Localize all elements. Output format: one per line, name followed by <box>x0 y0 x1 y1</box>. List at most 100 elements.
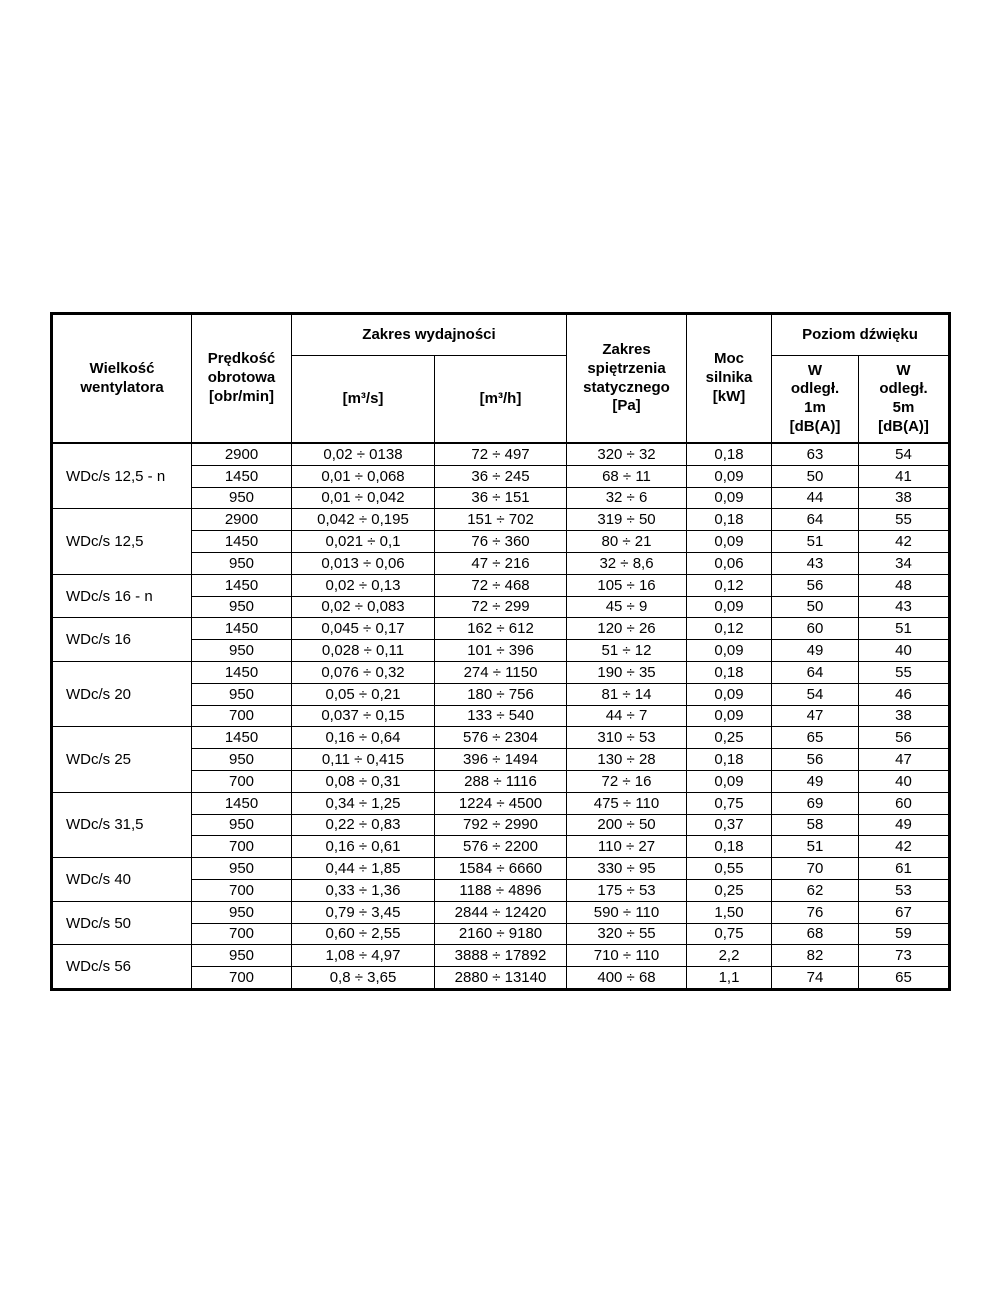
fan-spec-table: Wielkość wentylatora Prędkość obrotowa [… <box>50 312 952 991</box>
speed-cell: 950 <box>191 595 292 619</box>
sound-5m-cell: 48 <box>857 573 951 597</box>
speed-cell: 700 <box>191 878 292 902</box>
fan-size-cell: WDc/s 20 <box>51 660 192 728</box>
capacity-m3s-cell: 0,79 ÷ 3,45 <box>291 900 435 924</box>
table-row: 1450 0,01 ÷ 0,068 36 ÷ 245 68 ÷ 11 0,09 50 41 <box>52 464 951 488</box>
capacity-m3s-cell: 0,013 ÷ 0,06 <box>291 551 435 575</box>
capacity-m3h-cell: 36 ÷ 151 <box>434 486 567 510</box>
table-row: WDc/s 12,5 - n 2900 0,02 ÷ 0138 72 ÷ 497 320… <box>51 442 951 510</box>
table-row: WDc/s 20 1450 0,076 ÷ 0,32 274 ÷ 1150 190 ÷ … <box>51 660 951 728</box>
fan-size-cell: WDc/s 56 <box>51 944 192 990</box>
pressure-cell: 475 ÷ 110 <box>566 791 687 815</box>
sound-5m-cell: 38 <box>857 486 951 510</box>
header-sound-group: Poziom dźwięku <box>770 313 951 356</box>
fan-size-cell: WDc/s 16 - n <box>51 573 192 619</box>
pressure-cell: 105 ÷ 16 <box>566 573 687 597</box>
capacity-m3h-cell: 1188 ÷ 4896 <box>434 878 567 902</box>
pressure-cell: 175 ÷ 53 <box>566 878 687 902</box>
pressure-cell: 190 ÷ 35 <box>566 660 687 684</box>
power-cell: 0,18 <box>686 660 772 684</box>
sound-1m-cell: 58 <box>771 813 859 837</box>
speed-cell: 1450 <box>191 530 292 553</box>
capacity-m3s-cell: 0,01 ÷ 0,068 <box>291 464 435 488</box>
fan-size-cell: WDc/s 40 <box>51 857 192 902</box>
header-fan-size: Wielkość wentylatora <box>51 313 192 444</box>
table-row: 700 0,33 ÷ 1,36 1188 ÷ 4896 175 ÷ 53 0,25 62 5… <box>52 878 951 902</box>
capacity-m3h-cell: 101 ÷ 396 <box>434 639 567 662</box>
capacity-m3s-cell: 0,08 ÷ 0,31 <box>291 769 435 793</box>
pressure-cell: 81 ÷ 14 <box>566 682 687 706</box>
table-row: WDc/s 12,5 2900 0,042 ÷ 0,195 151 ÷ 702 319 … <box>51 508 951 575</box>
header-motor-power: Moc silnika [kW] <box>686 313 772 444</box>
speed-cell: 1450 <box>191 617 292 641</box>
pressure-cell: 32 ÷ 6 <box>566 486 687 510</box>
sound-1m-cell: 63 <box>771 442 859 466</box>
capacity-m3s-cell: 0,045 ÷ 0,17 <box>291 617 435 641</box>
pressure-cell: 110 ÷ 27 <box>566 835 687 859</box>
sound-1m-cell: 50 <box>771 464 859 488</box>
sound-1m-cell: 49 <box>771 769 859 793</box>
pressure-cell: 200 ÷ 50 <box>566 813 687 837</box>
capacity-m3s-cell: 0,16 ÷ 0,61 <box>291 835 435 859</box>
sound-5m-cell: 40 <box>857 769 951 793</box>
sound-1m-cell: 49 <box>771 639 859 662</box>
speed-cell: 950 <box>191 486 292 510</box>
table-body: WDc/s 12,5 - n 2900 0,02 ÷ 0138 72 ÷ 497 320… <box>51 442 951 990</box>
sound-1m-cell: 43 <box>771 551 859 575</box>
sound-1m-cell: 50 <box>771 595 859 619</box>
capacity-m3h-cell: 2880 ÷ 13140 <box>434 966 567 990</box>
sound-1m-cell: 60 <box>771 617 859 641</box>
speed-cell: 950 <box>191 900 292 924</box>
power-cell: 0,25 <box>686 726 772 750</box>
power-cell: 0,18 <box>686 835 772 859</box>
sound-5m-cell: 53 <box>857 878 951 902</box>
sound-1m-cell: 51 <box>771 835 859 859</box>
speed-cell: 950 <box>191 944 292 968</box>
speed-cell: 2900 <box>191 508 292 532</box>
table-row: WDc/s 16 - n 1450 0,02 ÷ 0,13 72 ÷ 468 105 ÷… <box>51 573 951 619</box>
capacity-m3h-cell: 3888 ÷ 17892 <box>434 944 567 968</box>
pressure-cell: 80 ÷ 21 <box>566 530 687 553</box>
capacity-m3h-cell: 1224 ÷ 4500 <box>434 791 567 815</box>
sound-5m-cell: 51 <box>857 617 951 641</box>
capacity-m3h-cell: 2160 ÷ 9180 <box>434 922 567 946</box>
sound-5m-cell: 65 <box>857 966 951 990</box>
pressure-cell: 51 ÷ 12 <box>566 639 687 662</box>
header-sound-5m: W odległ. 5m [dB(A)] <box>857 355 951 444</box>
capacity-m3s-cell: 0,16 ÷ 0,64 <box>291 726 435 750</box>
sound-1m-cell: 70 <box>771 857 859 880</box>
sound-1m-cell: 51 <box>771 530 859 553</box>
sound-1m-cell: 64 <box>771 660 859 684</box>
sound-1m-cell: 64 <box>771 508 859 532</box>
sound-5m-cell: 34 <box>857 551 951 575</box>
power-cell: 0,75 <box>686 791 772 815</box>
table-row: 950 0,22 ÷ 0,83 792 ÷ 2990 200 ÷ 50 0,37 58 49 <box>52 813 951 837</box>
capacity-m3h-cell: 72 ÷ 468 <box>434 573 567 597</box>
capacity-m3s-cell: 0,037 ÷ 0,15 <box>291 704 435 728</box>
power-cell: 2,2 <box>686 944 772 968</box>
capacity-m3h-cell: 288 ÷ 1116 <box>434 769 567 793</box>
pressure-cell: 710 ÷ 110 <box>566 944 687 968</box>
capacity-m3s-cell: 0,8 ÷ 3,65 <box>291 966 435 990</box>
sound-1m-cell: 56 <box>771 748 859 771</box>
power-cell: 0,37 <box>686 813 772 837</box>
sound-5m-cell: 46 <box>857 682 951 706</box>
speed-cell: 1450 <box>191 573 292 597</box>
table-row: 950 0,05 ÷ 0,21 180 ÷ 756 81 ÷ 14 0,09 54 46 <box>52 682 951 706</box>
header-speed: Prędkość obrotowa [obr/min] <box>191 313 292 444</box>
speed-cell: 1450 <box>191 660 292 684</box>
sound-5m-cell: 67 <box>857 900 951 924</box>
capacity-m3s-cell: 0,22 ÷ 0,83 <box>291 813 435 837</box>
speed-cell: 950 <box>191 682 292 706</box>
capacity-m3s-cell: 0,02 ÷ 0,083 <box>291 595 435 619</box>
table-row: 950 0,02 ÷ 0,083 72 ÷ 299 45 ÷ 9 0,09 50 43 <box>52 595 951 619</box>
power-cell: 0,75 <box>686 922 772 946</box>
power-cell: 0,06 <box>686 551 772 575</box>
sound-5m-cell: 41 <box>857 464 951 488</box>
sound-5m-cell: 73 <box>857 944 951 968</box>
sound-1m-cell: 47 <box>771 704 859 728</box>
capacity-m3h-cell: 576 ÷ 2200 <box>434 835 567 859</box>
power-cell: 1,1 <box>686 966 772 990</box>
table-row: WDc/s 31,5 1450 0,34 ÷ 1,25 1224 ÷ 4500 475 … <box>51 791 951 859</box>
power-cell: 0,09 <box>686 682 772 706</box>
